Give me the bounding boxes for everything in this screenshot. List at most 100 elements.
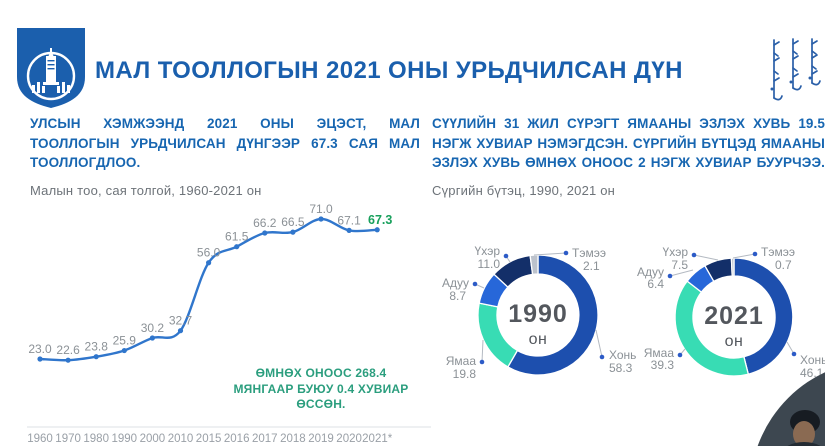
leader-line [533, 252, 567, 256]
data-point-marker [149, 335, 155, 341]
chart-label: 2018 [280, 433, 306, 445]
chart-label: 1990 [508, 300, 568, 328]
growth-annotation-line: МЯНГААР БУЮУ 0.4 ХУВИАР [233, 381, 409, 396]
leader-line [732, 253, 756, 259]
chart-label: 22.6 [56, 343, 80, 357]
chart-label: 67.3 [368, 213, 392, 227]
right-paragraph-line: ЭЗЛЭХ ХУВЬ ӨМНӨХ ОНООС 2 НЭГЖ ХУВИАР БУУ… [432, 155, 825, 170]
left-paragraph: УЛСЫН ХЭМЖЭЭНД 2021 ОНЫ ЭЦЭСТ, МАЛ ТООЛЛ… [30, 114, 420, 173]
chart-label: Тэмээ [572, 246, 606, 260]
leader-dot [472, 281, 478, 287]
livestock-count-line-chart: 23.0 22.6 23.8 25.9 30.2 32.7 56.0 61.5 66.2 66.5… [27, 202, 431, 445]
leader-dot [752, 251, 758, 257]
chart-label: 7.5 [671, 258, 688, 272]
chart-label: Хонь [800, 353, 825, 367]
data-point-marker [177, 328, 184, 334]
chart-label: 23.0 [28, 342, 52, 356]
growth-annotation: ӨМНӨХ ОНООС 268.4 МЯНГААР БУЮУ 0.4 ХУВИА… [226, 366, 416, 413]
leader-dot [599, 354, 605, 360]
data-point-marker [65, 357, 71, 363]
leader-line [786, 341, 795, 355]
chart-label: 2021 [704, 302, 764, 330]
chart-label: он [529, 331, 548, 348]
chart-label: 2015 [196, 433, 222, 445]
chart-label: Адуу [442, 276, 469, 290]
chart-label: 2.1 [583, 259, 600, 273]
leader-line [669, 269, 694, 277]
chart-label: 0.7 [775, 258, 792, 272]
chart-label: Ямаа [644, 346, 675, 360]
line-chart-caption: Малын тоо, сая толгой, 1960-2021 он [30, 183, 262, 198]
donut-slice-Тэмээ [529, 254, 539, 276]
leader-dot [479, 359, 485, 365]
chart-label: 19.8 [453, 367, 477, 381]
growth-annotation-line: ӨМНӨХ ОНООС 268.4 [255, 366, 387, 380]
chart-label: 39.3 [651, 358, 675, 372]
leader-dot [691, 252, 697, 258]
leader-line [595, 329, 603, 358]
leader-dot [677, 352, 683, 358]
leader-dot [667, 273, 673, 279]
data-point-marker [37, 356, 43, 362]
chart-label: Үхэр [475, 244, 501, 258]
chart-label: 56.0 [197, 246, 221, 260]
chart-label: 11.0 [478, 257, 501, 271]
left-paragraph-line: ТООЛЛОГЫН УРЬДЧИЛСАН ДҮНГЭЭР 67.3 САЯ МА… [30, 135, 420, 151]
chart-label: 1970 [55, 433, 81, 445]
chart-label: 66.2 [253, 216, 277, 230]
chart-label: 30.2 [141, 321, 165, 335]
person-photo [757, 372, 825, 446]
chart-label: 8.7 [449, 289, 466, 303]
leader-line [481, 339, 484, 363]
chart-label: 2000 [140, 433, 166, 445]
chart-label: Хонь [609, 348, 636, 362]
chart-label: Тэмээ [761, 245, 795, 259]
page-title: МАЛ ТООЛЛОГЫН 2021 ОНЫ УРЬДЧИЛСАН ДҮН [95, 57, 683, 84]
chart-label: Ямаа [446, 354, 477, 368]
data-point-marker [262, 230, 268, 236]
data-point-marker [93, 354, 99, 360]
herd-structure-donut-2021: 2021онХонь46.1Ямаа39.3Адуу6.4Үхэр7.5Тэмэ… [637, 245, 825, 380]
chart-label: 2017 [252, 433, 278, 445]
leader-line [693, 254, 719, 261]
chart-label: 2010 [168, 433, 194, 445]
growth-annotation-line: ӨССӨН. [296, 397, 346, 411]
right-paragraph: СҮҮЛИЙН 31 ЖИЛ СҮРЭГТ ЯМААНЫ ЭЗЛЭХ ХУВЬ … [432, 114, 825, 173]
chart-label: 32.7 [169, 314, 193, 328]
data-point-marker [318, 216, 324, 222]
data-point-marker [206, 260, 212, 266]
chart-label: 1960 [27, 433, 53, 445]
chart-label: 2019 [308, 433, 334, 445]
chart-label: он [725, 333, 744, 350]
chart-label: Үхэр [663, 245, 689, 259]
left-paragraph-line: УЛСЫН ХЭМЖЭЭНД 2021 ОНЫ ЭЦЭСТ, МАЛ [30, 116, 420, 131]
leader-dot [503, 253, 509, 259]
leader-dot [563, 250, 569, 256]
leader-dot [791, 351, 797, 357]
chart-label: 66.5 [281, 215, 305, 229]
nso-emblem-icon [17, 28, 85, 108]
chart-label: 1990 [112, 433, 138, 445]
data-point-marker [290, 229, 296, 235]
data-point-marker [121, 347, 127, 354]
left-paragraph-line: ТООЛЛОГДЛОО. [30, 155, 141, 170]
chart-label: 2021* [362, 433, 393, 445]
chart-label: 71.0 [309, 202, 333, 216]
donut-slice-Хонь [507, 254, 599, 376]
data-point-marker [374, 227, 380, 233]
right-paragraph-line: НЭГЖ ХУВИАР НЭМЭГДСЭН. СҮРГИЙН БҮТЦЭД ЯМ… [432, 135, 825, 151]
donut-chart-caption: Сүргийн бүтэц, 1990, 2021 он [432, 183, 616, 198]
chart-label: 1980 [83, 433, 109, 445]
donut-slice-Тэмээ [730, 257, 735, 277]
chart-label: 58.3 [609, 361, 633, 375]
chart-label: 61.5 [225, 230, 249, 244]
chart-label: 2016 [224, 433, 250, 445]
chart-label: 6.4 [647, 277, 664, 291]
chart-label: 67.1 [337, 213, 361, 227]
chart-label: Адуу [637, 265, 664, 279]
chart-label: 23.8 [85, 340, 109, 354]
chart-label: 2020 [336, 433, 362, 445]
right-paragraph-line: СҮҮЛИЙН 31 ЖИЛ СҮРЭГТ ЯМААНЫ ЭЗЛЭХ ХУВЬ … [432, 116, 825, 131]
